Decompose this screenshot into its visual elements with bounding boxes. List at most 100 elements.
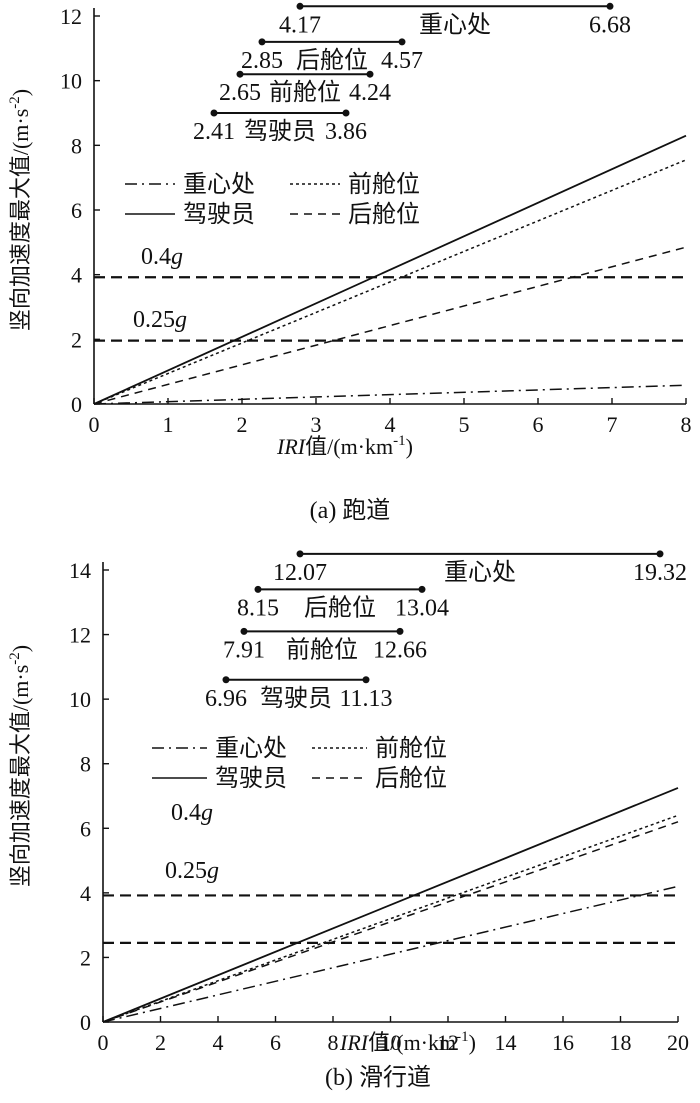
range-name: 驾驶员 (260, 685, 332, 712)
x-axis-label-sup: -1 (456, 1029, 469, 1045)
series-line-重心处 (102, 885, 679, 1023)
range-dot (240, 627, 248, 635)
range-name: 前舱位 (269, 79, 341, 106)
range-dot (296, 2, 304, 10)
x-tick-label: 5 (459, 412, 470, 437)
x-tick-label: 1 (163, 412, 174, 437)
legend-label: 前舱位 (375, 735, 447, 762)
y-tick-label: 2 (71, 327, 82, 352)
legend-label: 重心处 (215, 735, 287, 762)
range-dot (418, 585, 426, 593)
range-lo: 2.65 (219, 80, 261, 106)
range-name: 驾驶员 (244, 118, 316, 145)
threshold-label-g: g (171, 244, 183, 270)
y-tick-label: 14 (69, 558, 91, 583)
x-axis-label-close: ) (469, 1030, 476, 1055)
x-tick-label: 16 (552, 1030, 574, 1055)
series-line-驾驶员 (102, 787, 679, 1023)
series-line-前舱位 (93, 159, 687, 405)
threshold-label-g: g (207, 858, 219, 884)
y-tick-label: 10 (60, 69, 82, 94)
x-tick-label: 8 (681, 412, 692, 437)
chart-caption: (b) 滑行道 (325, 1064, 431, 1091)
chart-panel-b: 0 2 4 6 8 10 12 14 16 18 20 0 2 4 6 8 10 12 14 IRI值/(m·km-1… (7, 550, 689, 1091)
threshold-label-g: g (175, 307, 187, 333)
threshold-label: 0.4g (171, 800, 213, 826)
x-axis-label-text: 值/(m·km (305, 434, 393, 459)
range-dot (258, 38, 266, 46)
threshold-label: 0.25g (133, 307, 187, 333)
series-line-重心处 (93, 384, 687, 405)
threshold-label-num: 0.4 (171, 800, 201, 826)
x-tick-label: 6 (270, 1030, 281, 1055)
series-line-后舱位 (93, 246, 687, 405)
range-lo: 2.85 (241, 48, 283, 74)
x-axis-label-sup: -1 (393, 433, 406, 449)
range-hi: 3.86 (325, 119, 367, 145)
x-axis-label: IRI值/(m·km-1) (339, 1029, 476, 1055)
range-annotation: 4.17 重心处 6.68 (279, 2, 631, 38)
range-dot (210, 109, 218, 117)
threshold-label-num: 0.4 (141, 244, 171, 270)
series-line-前舱位 (102, 814, 679, 1023)
threshold-label: 0.25g (165, 858, 219, 884)
x-tick-label: 20 (667, 1030, 689, 1055)
legend-label: 驾驶员 (183, 201, 255, 228)
x-tick-label: 0 (98, 1030, 109, 1055)
range-annotation: 2.41 驾驶员 3.86 (193, 109, 367, 145)
range-lo: 2.41 (193, 119, 235, 145)
range-hi: 11.13 (339, 686, 392, 712)
range-annotation: 7.91 前舱位 12.66 (223, 627, 427, 663)
x-axis-label-text: 值/(m·km (368, 1030, 456, 1055)
y-tick-label: 10 (69, 687, 91, 712)
y-tick-label: 4 (80, 881, 91, 906)
legend-label: 重心处 (183, 171, 255, 198)
range-hi: 4.57 (381, 48, 423, 74)
range-hi: 12.66 (373, 637, 427, 663)
x-axis-label-close: ) (406, 434, 413, 459)
range-name: 重心处 (444, 559, 516, 586)
range-annotation: 8.15 后舱位 13.04 (237, 585, 449, 621)
range-lo: 8.15 (237, 595, 279, 621)
range-annotation: 2.85 后舱位 4.57 (241, 38, 423, 74)
range-annotation: 12.07 重心处 19.32 (273, 550, 687, 586)
series-line-后舱位 (102, 821, 679, 1023)
x-tick-label: 4 (213, 1030, 224, 1055)
x-tick-label: 2 (237, 412, 248, 437)
range-name: 重心处 (419, 11, 491, 38)
y-axis-label-close: ) (8, 645, 33, 652)
range-dot (366, 70, 374, 78)
y-tick-label: 0 (80, 1010, 91, 1035)
y-tick-label: 6 (71, 198, 82, 223)
x-tick-label: 18 (610, 1030, 632, 1055)
threshold-label-num: 0.25 (133, 307, 175, 333)
threshold-label: 0.4g (141, 244, 183, 270)
x-tick-label: 4 (385, 412, 396, 437)
range-dot (398, 38, 406, 46)
x-tick-label: 10 (380, 1030, 402, 1055)
range-hi: 13.04 (395, 595, 449, 621)
x-tick-label: 12 (437, 1030, 459, 1055)
range-dot (236, 70, 244, 78)
y-tick-label: 12 (69, 623, 91, 648)
legend-label: 后舱位 (375, 765, 447, 792)
x-tick-label: 2 (155, 1030, 166, 1055)
range-dot (656, 550, 664, 558)
y-axis-label: 竖向加速度最大值/(m·s-2) (7, 645, 33, 887)
y-tick-label: 8 (71, 133, 82, 158)
range-dot (396, 627, 404, 635)
y-axis-label-sup: -2 (7, 96, 23, 109)
range-hi: 19.32 (633, 560, 687, 586)
range-lo: 12.07 (273, 560, 327, 586)
range-name: 后舱位 (296, 47, 368, 74)
range-dot (362, 676, 370, 684)
x-tick-label: 8 (328, 1030, 339, 1055)
x-tick-label: 6 (533, 412, 544, 437)
chart-caption: (a) 跑道 (310, 497, 391, 524)
y-tick-label: 2 (80, 945, 91, 970)
x-axis-label-italic: IRI (276, 434, 307, 459)
x-axis-label-italic: IRI (339, 1030, 370, 1055)
chart-panel-a: 0 1 2 3 4 5 6 7 8024681012IRI值/(m·km-1)竖向加速度最大值/… (7, 2, 692, 524)
